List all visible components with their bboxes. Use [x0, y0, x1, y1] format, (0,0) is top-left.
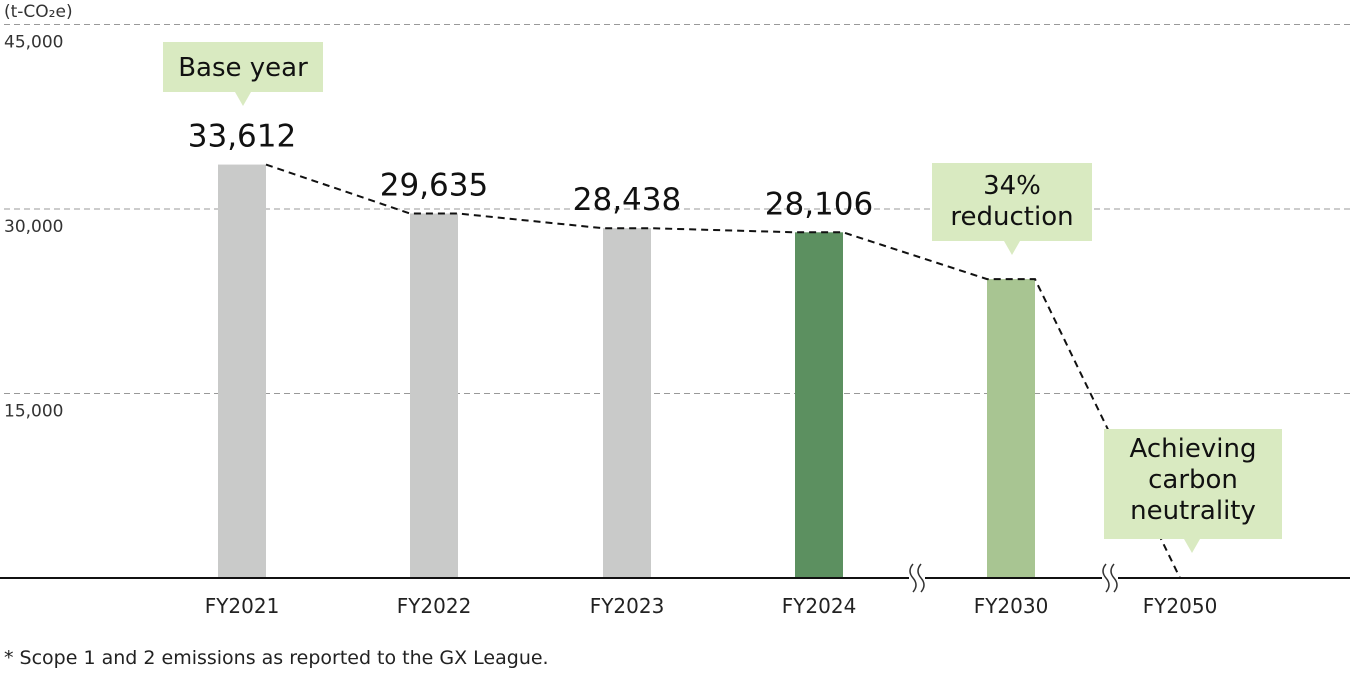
axis-break-icon	[909, 563, 917, 593]
bar-FY2023	[603, 228, 651, 579]
bar-FY2021	[218, 164, 266, 579]
callout-text: Base year	[178, 53, 308, 83]
axis-break-gap	[1102, 563, 1118, 593]
data-label: 28,106	[765, 186, 873, 222]
bar-FY2024	[795, 232, 843, 578]
x-tick-label: FY2030	[974, 594, 1049, 618]
x-tick-label: FY2050	[1143, 594, 1218, 618]
trend-line	[265, 163, 1181, 579]
bar-FY2030	[987, 279, 1035, 578]
y-axis-label: (t-CO₂e)	[4, 2, 73, 22]
callout-text: carbon	[1148, 465, 1238, 495]
bar-FY2022	[410, 213, 458, 578]
callout-text: Achieving	[1130, 434, 1257, 464]
callout-box	[163, 42, 323, 106]
y-tick-label: 30,000	[4, 217, 63, 237]
callout-box	[1104, 429, 1282, 553]
footnote: * Scope 1 and 2 emissions as reported to…	[4, 647, 549, 669]
y-tick-label: 15,000	[4, 402, 63, 422]
callout-text: neutrality	[1130, 496, 1256, 526]
axis-break-gap	[909, 563, 925, 593]
y-tick-label: 45,000	[4, 33, 63, 53]
x-tick-label: FY2024	[782, 594, 857, 618]
axis-break-icon	[1110, 563, 1118, 593]
data-label: 33,612	[188, 119, 296, 155]
callout-text: reduction	[950, 202, 1073, 232]
data-label: 28,438	[573, 182, 681, 218]
callout-box	[932, 163, 1092, 255]
callout-text: 34%	[983, 171, 1041, 201]
axis-break-icon	[917, 563, 925, 593]
x-tick-label: FY2023	[590, 594, 665, 618]
x-tick-label: FY2022	[397, 594, 472, 618]
data-label: 29,635	[380, 167, 488, 203]
x-tick-label: FY2021	[205, 594, 280, 618]
axis-break-icon	[1102, 563, 1110, 593]
